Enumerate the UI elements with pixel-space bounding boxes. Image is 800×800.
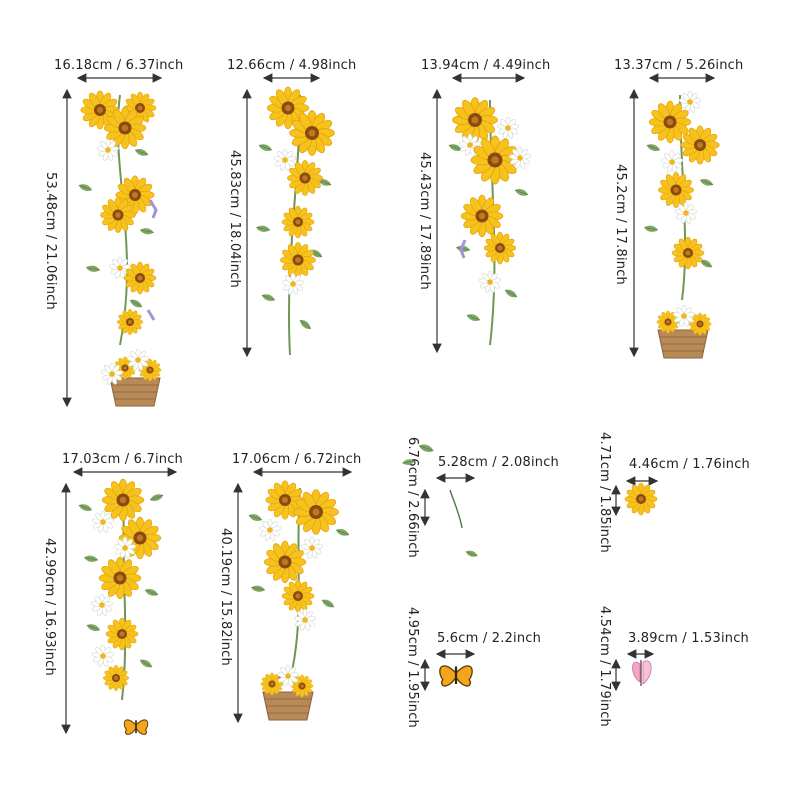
width-label-1: 16.18cm / 6.37inch xyxy=(54,58,184,73)
sunflower-basket-illustration-3 xyxy=(247,480,351,721)
sunflower-garland-illustration-1 xyxy=(255,86,336,356)
width-label-7: 5.28cm / 2.08inch xyxy=(438,455,559,470)
sunflower-garland-butterfly-illustration xyxy=(77,478,165,736)
width-label-4: 13.37cm / 5.26inch xyxy=(614,58,744,73)
dimension-arrows-1 xyxy=(62,73,163,408)
dimension-arrows-9 xyxy=(420,649,476,692)
sunflower-basket-illustration-2 xyxy=(643,90,720,359)
width-label-10: 3.89cm / 1.53inch xyxy=(628,631,749,646)
pink-butterfly-illustration xyxy=(632,660,652,686)
width-label-6: 17.06cm / 6.72inch xyxy=(232,452,362,467)
width-label-8: 4.46cm / 1.76inch xyxy=(629,457,750,472)
sunflower-garland-illustration-2 xyxy=(447,96,532,346)
width-label-2: 12.66cm / 4.98inch xyxy=(227,58,357,73)
width-label-9: 5.6cm / 2.2inch xyxy=(437,631,542,646)
leaf-sprig-illustration xyxy=(401,442,479,559)
width-label-3: 13.94cm / 4.49inch xyxy=(421,58,551,73)
dimension-arrows-5 xyxy=(61,467,178,735)
dimension-arrows-10 xyxy=(611,649,655,692)
sunflower-basket-illustration-1 xyxy=(77,90,162,407)
dimension-arrows-4 xyxy=(629,73,716,358)
dimension-arrows-2 xyxy=(242,73,321,358)
yellow-butterfly-illustration xyxy=(438,664,474,688)
width-label-5: 17.03cm / 6.7inch xyxy=(62,452,183,467)
dimension-arrows-6 xyxy=(233,467,353,724)
dimension-arrows-3 xyxy=(432,73,526,354)
dimension-arrows-7 xyxy=(420,473,476,527)
dimension-arrows-8 xyxy=(611,476,659,517)
single-sunflower-illustration xyxy=(624,482,658,516)
